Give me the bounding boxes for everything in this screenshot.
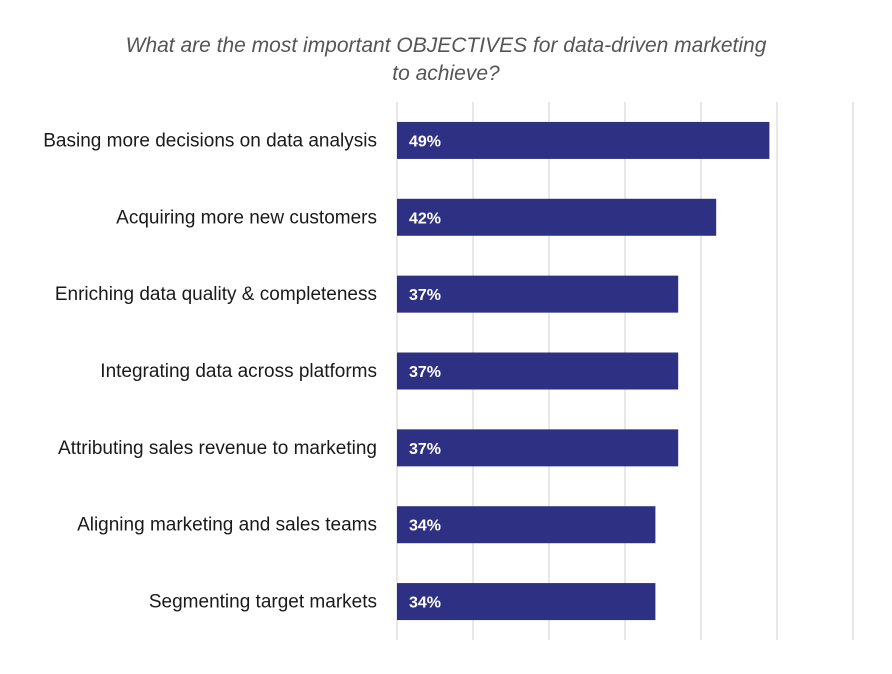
data-label: 49% (409, 133, 441, 150)
data-label: 37% (409, 364, 441, 381)
bar (397, 429, 679, 467)
category-label: Basing more decisions on data analysis (43, 130, 377, 151)
category-label: Enriching data quality & completeness (55, 284, 377, 305)
bar (397, 198, 717, 236)
chart-title-line-2: to achieve? (392, 62, 500, 85)
data-label: 37% (409, 441, 441, 458)
bar (397, 583, 656, 621)
bar (397, 121, 770, 159)
gridlines (396, 102, 854, 640)
category-label: Acquiring more new customers (116, 207, 377, 228)
chart-title: What are the most important OBJECTIVES f… (80, 32, 812, 88)
category-label: Integrating data across platforms (100, 361, 377, 382)
category-label: Attributing sales revenue to marketing (58, 438, 377, 459)
bars: 49% 42% 37% 37% 37% 34% 34% (397, 121, 770, 621)
category-label: Aligning marketing and sales teams (77, 515, 377, 536)
bar (397, 352, 679, 390)
category-label: Segmenting target markets (149, 592, 377, 613)
data-label: 34% (409, 518, 441, 535)
data-label: 42% (409, 210, 441, 227)
data-label: 37% (409, 287, 441, 304)
category-labels: Basing more decisions on data analysis Ac… (43, 130, 377, 612)
chart-title-line-1: What are the most important OBJECTIVES f… (125, 34, 767, 57)
data-label: 34% (409, 595, 441, 612)
bar (397, 275, 679, 313)
bar (397, 506, 656, 544)
